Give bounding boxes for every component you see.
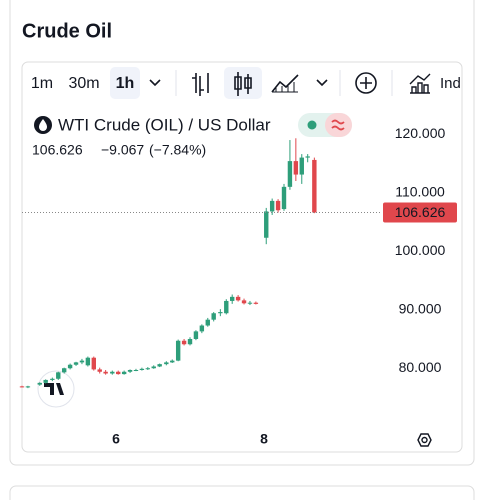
candle-body xyxy=(103,371,108,374)
candle-body xyxy=(187,338,193,345)
candle-body xyxy=(287,161,293,187)
candle-body xyxy=(305,156,310,158)
bar-style-icon[interactable] xyxy=(192,73,209,96)
candle-body xyxy=(164,362,169,365)
candle-body xyxy=(229,296,235,301)
candle-body xyxy=(25,386,31,388)
candle-body xyxy=(205,319,210,326)
candle-body xyxy=(269,200,275,212)
toolbar: Ind 1m 30m 1h xyxy=(31,67,461,99)
next-card xyxy=(9,485,475,500)
candle-body xyxy=(127,369,133,372)
x-tick-label: 8 xyxy=(260,431,268,447)
candle-body xyxy=(61,368,67,373)
candle-body xyxy=(139,368,145,370)
candle-body xyxy=(181,340,187,345)
style-menu[interactable] xyxy=(316,79,328,87)
candle-body xyxy=(281,186,287,210)
y-tick-label: 80.000 xyxy=(399,359,442,375)
interval-menu[interactable] xyxy=(149,79,161,87)
candle-body xyxy=(211,313,216,320)
candle-body xyxy=(299,157,304,175)
candle-body xyxy=(151,366,156,369)
candle-body xyxy=(264,211,269,238)
indicators-button[interactable]: Ind xyxy=(440,75,461,92)
candle-body xyxy=(85,357,91,366)
candle-body xyxy=(73,362,79,365)
last-price-tag-label: 106.626 xyxy=(395,204,446,220)
price-change-percent: (−7.84%) xyxy=(149,142,206,158)
candle-body xyxy=(110,371,115,374)
candle-body xyxy=(293,161,299,175)
candle-body xyxy=(157,364,162,367)
x-tick-label: 6 xyxy=(112,431,120,447)
indicators-icon[interactable] xyxy=(409,73,431,94)
candle-body xyxy=(275,200,281,211)
candle-body xyxy=(67,364,73,369)
price-change: −9.067 xyxy=(101,142,144,158)
active-interval-bg xyxy=(110,67,140,99)
candle-body xyxy=(56,372,61,379)
candle-body xyxy=(235,296,241,301)
active-style-bg xyxy=(224,67,262,99)
candle-body xyxy=(312,159,317,213)
candle-body xyxy=(133,369,139,371)
candle-body xyxy=(253,302,259,304)
area-style-icon[interactable] xyxy=(271,74,299,93)
market-status-dot xyxy=(307,120,317,130)
card-title: Crude Oil xyxy=(22,20,112,42)
candle-body xyxy=(50,378,55,380)
settings-icon[interactable] xyxy=(417,433,432,447)
symbol-icon-drop xyxy=(39,119,47,131)
candle-body xyxy=(43,379,48,383)
tv-logo-mark xyxy=(44,383,64,395)
y-tick-label: 100.000 xyxy=(395,242,446,258)
plot: 80.000 90.000 100.000 110.000 120.000 6 8 106.6… xyxy=(19,125,457,447)
data-status-icon xyxy=(331,119,345,131)
candle-body xyxy=(79,360,85,363)
candle-body xyxy=(116,371,121,375)
candle-body xyxy=(37,382,42,385)
y-tick-label: 120.000 xyxy=(395,125,446,141)
candle-body xyxy=(145,368,151,370)
candle-body xyxy=(193,331,199,339)
status-pill-right xyxy=(325,113,352,137)
interval-button[interactable]: 30m xyxy=(68,75,99,92)
last-price-tag xyxy=(383,202,457,223)
tv-logo[interactable] xyxy=(37,370,75,408)
candle-body xyxy=(247,302,253,304)
compare-icon[interactable] xyxy=(355,72,377,94)
interval-button[interactable]: 1m xyxy=(31,75,53,92)
candle-body xyxy=(121,371,127,375)
candle-body xyxy=(218,312,223,314)
interval-button[interactable]: 1h xyxy=(116,75,135,92)
candle-body xyxy=(91,357,96,370)
candle-body xyxy=(224,300,229,314)
candle-body xyxy=(241,300,247,304)
candle-body xyxy=(19,386,25,388)
candle-body xyxy=(199,325,205,332)
candle-body xyxy=(97,369,102,372)
candle-body xyxy=(175,340,181,361)
y-tick-label: 110.000 xyxy=(395,183,445,199)
candle-style-icon[interactable] xyxy=(234,72,252,96)
symbol-title: WTI Crude (OIL) / US Dollar xyxy=(58,115,271,134)
candle-body xyxy=(170,360,175,363)
y-tick-label: 90.000 xyxy=(399,300,442,316)
last-price: 106.626 xyxy=(32,142,83,158)
chart-frame xyxy=(21,61,463,453)
